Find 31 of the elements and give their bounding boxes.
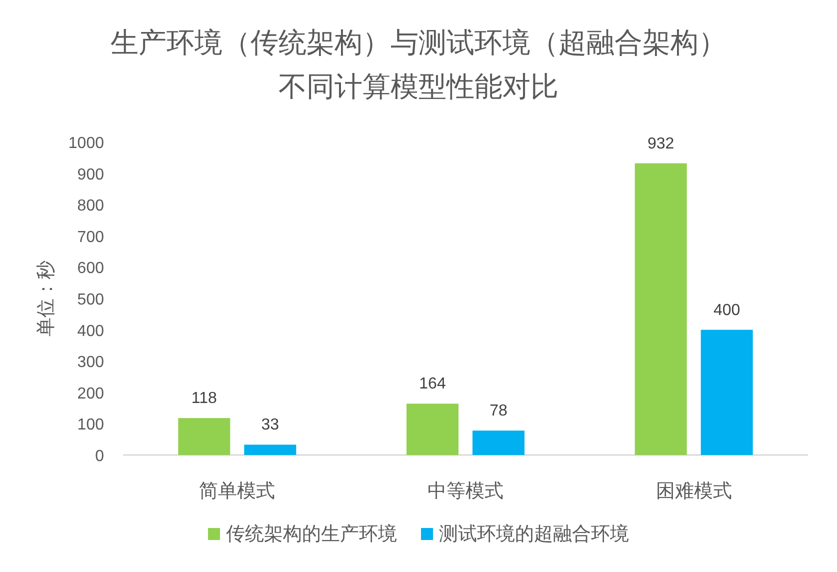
y-tick-label: 400 — [77, 322, 104, 340]
bar — [472, 430, 524, 455]
data-label: 33 — [261, 416, 280, 434]
y-axis-title: 单位：秒 — [36, 260, 57, 336]
y-tick-label: 500 — [77, 292, 104, 308]
legend-label: 传统架构的生产环境 — [226, 523, 397, 545]
y-tick-label: 300 — [77, 354, 104, 372]
chart-title: 生产环境（传统架构）与测试环境（超融合架构） — [110, 27, 726, 58]
y-tick-label: 600 — [77, 260, 104, 278]
y-tick-label: 800 — [77, 198, 104, 215]
x-tick-label: 困难模式 — [656, 481, 732, 502]
bar — [634, 163, 687, 455]
x-tick-label: 简单模式 — [199, 481, 276, 502]
bar — [700, 330, 753, 455]
legend-label: 测试环境的超融合环境 — [439, 523, 629, 545]
y-tick-label: 900 — [77, 166, 104, 184]
x-tick-label: 中等模式 — [428, 481, 504, 502]
data-label: 400 — [713, 302, 740, 319]
y-tick-label: 1000 — [68, 135, 104, 152]
data-label: 164 — [419, 376, 446, 393]
bar — [244, 444, 296, 455]
y-tick-label: 100 — [77, 416, 104, 434]
bar — [178, 418, 230, 455]
data-label: 932 — [647, 135, 674, 152]
chart-subtitle: 不同计算模型性能对比 — [278, 71, 558, 102]
y-tick-label: 0 — [95, 448, 104, 465]
data-label: 78 — [490, 402, 508, 420]
y-tick-label: 700 — [77, 228, 104, 246]
y-tick-label: 200 — [77, 385, 104, 402]
data-label: 118 — [191, 390, 218, 408]
bar — [406, 404, 458, 455]
